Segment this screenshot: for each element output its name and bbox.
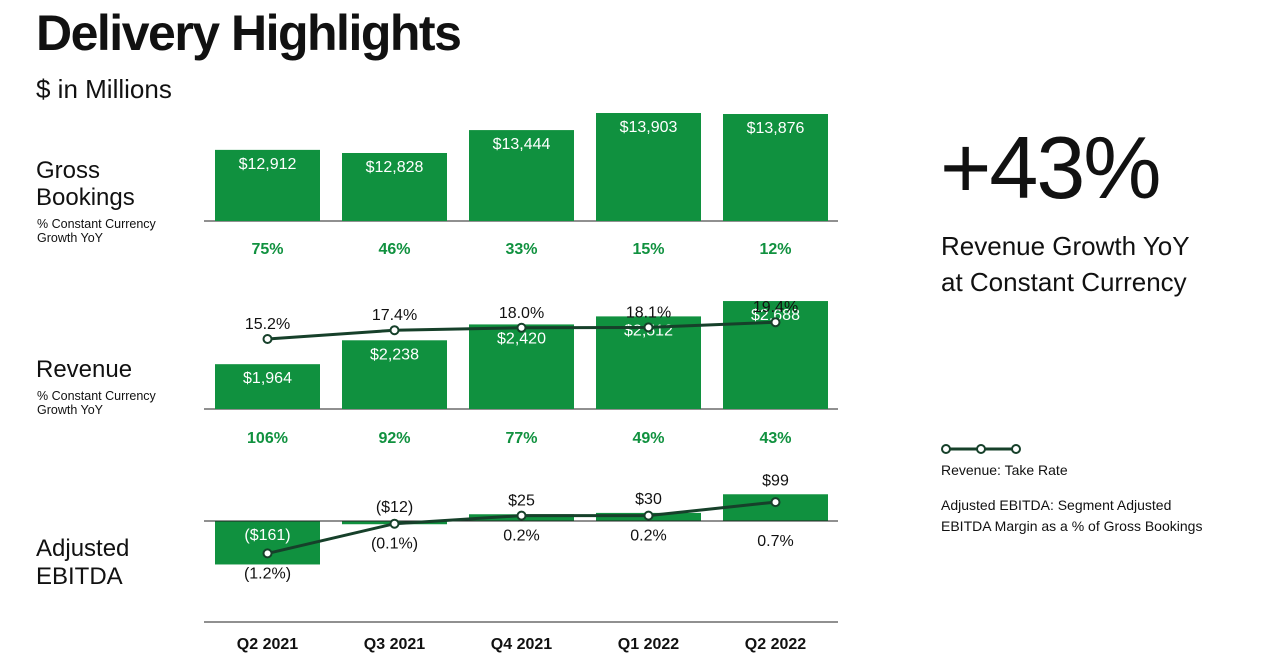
take-rate-label: 15.2% bbox=[245, 316, 290, 333]
ebitda-margin-point bbox=[516, 510, 527, 521]
page-title: Delivery Highlights bbox=[36, 5, 462, 61]
revenue-growth-label: 49% bbox=[632, 430, 664, 447]
revenue-growth-label: 92% bbox=[378, 430, 410, 447]
revenue-label: Revenue bbox=[36, 356, 133, 383]
take-rate-label: 17.4% bbox=[372, 307, 417, 324]
gross-bookings-growth-label: 33% bbox=[505, 241, 537, 258]
gross-bookings-sub-line2: Growth YoY bbox=[37, 231, 104, 245]
gross-bookings-value-label: $12,912 bbox=[239, 156, 297, 173]
revenue-bar bbox=[342, 340, 447, 409]
gross-bookings-growth-label: 75% bbox=[251, 241, 283, 258]
kpi-caption-line2: at Constant Currency bbox=[941, 267, 1187, 297]
gross-bookings-value-label: $12,828 bbox=[366, 159, 424, 176]
ebitda-margin-point bbox=[262, 548, 273, 559]
gross-bookings-value-label: $13,444 bbox=[493, 136, 551, 153]
gross-bookings-bar bbox=[342, 152, 447, 221]
x-tick-label: Q2 2021 bbox=[237, 636, 298, 653]
take-rate-label: 18.0% bbox=[499, 305, 544, 322]
gross-bookings-bar bbox=[215, 149, 320, 221]
take-rate-point bbox=[262, 334, 273, 344]
revenue-growth-label: 106% bbox=[247, 430, 288, 447]
revenue-value-label: $1,964 bbox=[243, 370, 292, 387]
gross-bookings-bar bbox=[596, 113, 701, 221]
gross-bookings-bar bbox=[723, 114, 828, 221]
ebitda-margin-label: 0.7% bbox=[757, 533, 793, 550]
ebitda-margin-point bbox=[643, 510, 654, 521]
gross-bookings-value-label: $13,876 bbox=[747, 120, 805, 137]
gross-bookings-growth-label: 12% bbox=[759, 241, 791, 258]
revenue-sub-line1: % Constant Currency bbox=[37, 389, 156, 403]
revenue-growth-label: 43% bbox=[759, 430, 791, 447]
kpi-caption: Revenue Growth YoY at Constant Currency bbox=[941, 228, 1261, 300]
kpi-caption-line1: Revenue Growth YoY bbox=[941, 231, 1190, 261]
x-tick-label: Q3 2021 bbox=[364, 636, 425, 653]
page-subtitle: $ in Millions bbox=[36, 74, 172, 104]
x-tick-label: Q4 2021 bbox=[491, 636, 552, 653]
take-rate-legend-line-icon bbox=[941, 444, 1021, 454]
ebitda-margin-label: (0.1%) bbox=[371, 536, 418, 553]
x-tick-label: Q1 2022 bbox=[618, 636, 679, 653]
adjusted-ebitda-value-label: $30 bbox=[635, 491, 662, 508]
take-rate-label: 19.4% bbox=[753, 299, 798, 316]
ebitda-margin-label: (1.2%) bbox=[244, 565, 291, 582]
legend-ebitda: Adjusted EBITDA: Segment Adjusted EBITDA… bbox=[941, 495, 1241, 537]
adjusted-ebitda-value-label: ($12) bbox=[376, 499, 413, 516]
revenue-bar bbox=[469, 324, 574, 409]
ebitda-margin-point bbox=[389, 518, 400, 529]
take-rate-point bbox=[770, 317, 781, 328]
legend-ebitda-line1: Adjusted EBITDA: Segment Adjusted bbox=[941, 497, 1172, 513]
ebitda-margin-label: 0.2% bbox=[630, 528, 666, 545]
take-rate-point bbox=[516, 322, 527, 333]
gross-bookings-value-label: $13,903 bbox=[620, 119, 678, 136]
gross-bookings-growth-label: 15% bbox=[632, 241, 664, 258]
legend-take-rate: Revenue: Take Rate bbox=[941, 462, 1068, 478]
x-tick-label: Q2 2022 bbox=[745, 636, 806, 653]
gross-bookings-label-line1: Gross bbox=[36, 157, 101, 184]
gross-bookings-bar bbox=[469, 130, 574, 221]
revenue-bar bbox=[215, 364, 320, 409]
gross-bookings-sub-line1: % Constant Currency bbox=[37, 217, 156, 231]
gross-bookings-growth-label: 46% bbox=[378, 241, 410, 258]
ebitda-margin-label: 0.2% bbox=[503, 528, 539, 545]
take-rate-label: 18.1% bbox=[626, 304, 671, 321]
adjusted-ebitda-value-label: $99 bbox=[762, 472, 789, 489]
revenue-value-label: $2,420 bbox=[497, 330, 546, 347]
adjusted-ebitda-label-line1: Adjusted bbox=[36, 535, 130, 562]
kpi-value: +43% bbox=[940, 118, 1162, 217]
take-rate-point bbox=[643, 322, 654, 333]
revenue-growth-label: 77% bbox=[505, 430, 537, 447]
revenue-sub-line2: Growth YoY bbox=[37, 403, 104, 417]
legend-ebitda-line2: EBITDA Margin as a % of Gross Bookings bbox=[941, 518, 1203, 534]
revenue-value-label: $2,238 bbox=[370, 346, 419, 363]
adjusted-ebitda-value-label: $25 bbox=[508, 492, 535, 509]
ebitda-margin-point bbox=[770, 497, 781, 508]
gross-bookings-label-line2: Bookings bbox=[36, 184, 135, 211]
take-rate-point bbox=[389, 325, 400, 336]
revenue-value-label: $2,688 bbox=[751, 307, 800, 324]
adjusted-ebitda-value-label: ($161) bbox=[244, 527, 290, 544]
adjusted-ebitda-label-line2: EBITDA bbox=[36, 563, 123, 590]
